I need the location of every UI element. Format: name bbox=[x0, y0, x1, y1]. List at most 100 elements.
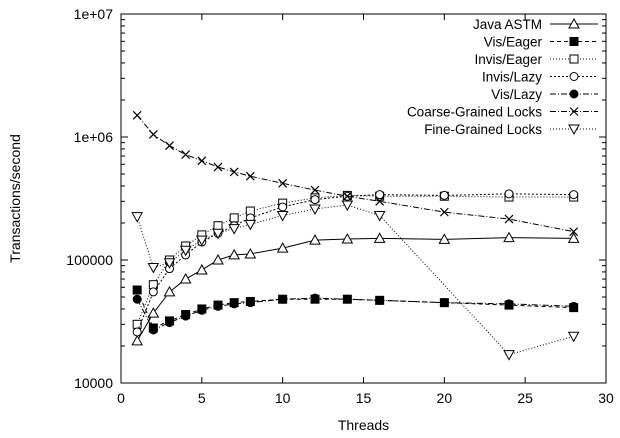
x-tick-label: 20 bbox=[437, 390, 453, 406]
data-point-coarse-grained-locks bbox=[310, 185, 320, 195]
data-point-fine-grained-locks bbox=[503, 350, 515, 361]
data-point-invis-lazy bbox=[439, 190, 449, 200]
x-tick-label: 10 bbox=[275, 390, 291, 406]
data-point-fine-grained-locks bbox=[212, 228, 224, 240]
x-tick-label: 0 bbox=[117, 390, 125, 406]
data-point-fine-grained-locks bbox=[163, 258, 176, 269]
data-point-java-astm bbox=[212, 253, 224, 265]
data-point-coarse-grained-locks bbox=[342, 191, 352, 201]
legend-label: Vis/Eager bbox=[484, 35, 543, 50]
legend-marker bbox=[569, 37, 579, 46]
legend-label: Invis/Eager bbox=[474, 52, 542, 67]
data-point-java-astm bbox=[244, 247, 257, 259]
y-tick-label: 1e+07 bbox=[74, 6, 114, 22]
data-point-java-astm bbox=[163, 285, 176, 297]
data-point-coarse-grained-locks bbox=[229, 167, 239, 177]
data-point-invis-lazy bbox=[278, 202, 288, 212]
legend-label: Invis/Lazy bbox=[482, 70, 542, 85]
y-axis-label: Transactions/second bbox=[7, 134, 23, 263]
series-coarse-grained-locks bbox=[132, 110, 579, 237]
data-point-coarse-grained-locks bbox=[132, 110, 142, 120]
legend-entry-java-astm: Java ASTM bbox=[473, 17, 598, 32]
legend-entry-coarse-grained-locks: Coarse-Grained Locks bbox=[407, 105, 598, 120]
data-point-fine-grained-locks bbox=[195, 235, 208, 247]
data-point-java-astm bbox=[147, 307, 160, 318]
legend-marker bbox=[569, 89, 579, 99]
data-point-vis-eager bbox=[132, 285, 142, 295]
data-point-java-astm bbox=[195, 263, 208, 275]
data-point-coarse-grained-locks bbox=[278, 178, 288, 188]
data-point-coarse-grained-locks bbox=[165, 141, 174, 151]
data-point-vis-lazy bbox=[245, 298, 255, 308]
series-line-fine-grained-locks bbox=[136, 204, 574, 356]
data-point-vis-lazy bbox=[197, 305, 207, 315]
data-point-vis-lazy bbox=[181, 311, 191, 321]
data-point-vis-lazy bbox=[132, 294, 142, 304]
y-tick-label: 10000 bbox=[74, 375, 113, 391]
data-point-invis-lazy bbox=[375, 190, 385, 200]
data-point-fine-grained-locks bbox=[341, 200, 354, 212]
series-vis-lazy bbox=[132, 293, 579, 335]
data-point-java-astm bbox=[341, 233, 354, 244]
series-line-java-astm bbox=[136, 237, 574, 342]
data-point-vis-lazy bbox=[310, 293, 320, 303]
data-point-invis-lazy bbox=[132, 327, 142, 337]
data-point-java-astm bbox=[131, 334, 144, 346]
x-tick-label: 30 bbox=[598, 390, 614, 406]
data-point-vis-lazy bbox=[148, 325, 158, 335]
legend-marker bbox=[569, 107, 579, 116]
y-tick-label: 1e+06 bbox=[74, 129, 114, 145]
data-point-coarse-grained-locks bbox=[197, 156, 207, 166]
x-tick-label: 15 bbox=[356, 390, 372, 406]
legend-marker bbox=[568, 17, 580, 29]
data-point-invis-eager bbox=[213, 221, 223, 231]
data-point-coarse-grained-locks bbox=[148, 129, 158, 139]
data-point-java-astm bbox=[179, 273, 192, 284]
data-point-java-astm bbox=[276, 242, 289, 253]
data-point-java-astm bbox=[309, 234, 321, 245]
data-point-coarse-grained-locks bbox=[245, 171, 255, 181]
data-point-fine-grained-locks bbox=[179, 245, 192, 257]
data-point-java-astm bbox=[503, 231, 515, 243]
data-point-vis-lazy bbox=[278, 294, 288, 304]
x-tick-label: 5 bbox=[198, 390, 206, 406]
legend-label: Fine-Grained Locks bbox=[424, 122, 542, 137]
data-point-invis-lazy bbox=[569, 190, 579, 200]
legend-label: Vis/Lazy bbox=[491, 87, 542, 102]
x-tick-label: 25 bbox=[517, 390, 533, 406]
data-point-coarse-grained-locks bbox=[569, 227, 579, 237]
data-point-java-astm bbox=[373, 232, 386, 243]
data-point-coarse-grained-locks bbox=[375, 196, 385, 206]
legend-label: Java ASTM bbox=[473, 17, 542, 32]
data-point-invis-eager bbox=[229, 213, 239, 223]
data-point-fine-grained-locks bbox=[147, 262, 160, 274]
data-point-vis-lazy bbox=[439, 298, 449, 308]
x-axis-label: Threads bbox=[338, 417, 389, 433]
data-point-fine-grained-locks bbox=[276, 211, 289, 222]
data-point-coarse-grained-locks bbox=[181, 150, 191, 159]
data-point-invis-lazy bbox=[148, 287, 158, 297]
data-point-vis-lazy bbox=[342, 294, 352, 304]
legend-label: Coarse-Grained Locks bbox=[407, 105, 542, 120]
data-point-java-astm bbox=[228, 248, 241, 260]
data-point-vis-lazy bbox=[504, 299, 514, 309]
legend-entry-fine-grained-locks: Fine-Grained Locks bbox=[424, 122, 598, 137]
data-point-coarse-grained-locks bbox=[504, 214, 514, 224]
legend-entry-vis-lazy: Vis/Lazy bbox=[491, 87, 598, 102]
legend-marker bbox=[569, 54, 579, 64]
legend-marker bbox=[568, 124, 580, 136]
series-fine-grained-locks bbox=[131, 200, 580, 361]
data-point-fine-grained-locks bbox=[131, 212, 144, 223]
series-java-astm bbox=[131, 231, 580, 346]
data-point-java-astm bbox=[438, 233, 451, 244]
y-tick-label: 100000 bbox=[66, 252, 113, 268]
data-point-fine-grained-locks bbox=[309, 204, 321, 215]
data-point-coarse-grained-locks bbox=[439, 207, 449, 217]
legend-entry-invis-lazy: Invis/Lazy bbox=[482, 70, 598, 85]
legend-entry-invis-eager: Invis/Eager bbox=[474, 52, 598, 67]
legend-entry-vis-eager: Vis/Eager bbox=[484, 35, 598, 50]
data-point-fine-grained-locks bbox=[373, 211, 386, 222]
data-point-vis-lazy bbox=[165, 318, 174, 328]
